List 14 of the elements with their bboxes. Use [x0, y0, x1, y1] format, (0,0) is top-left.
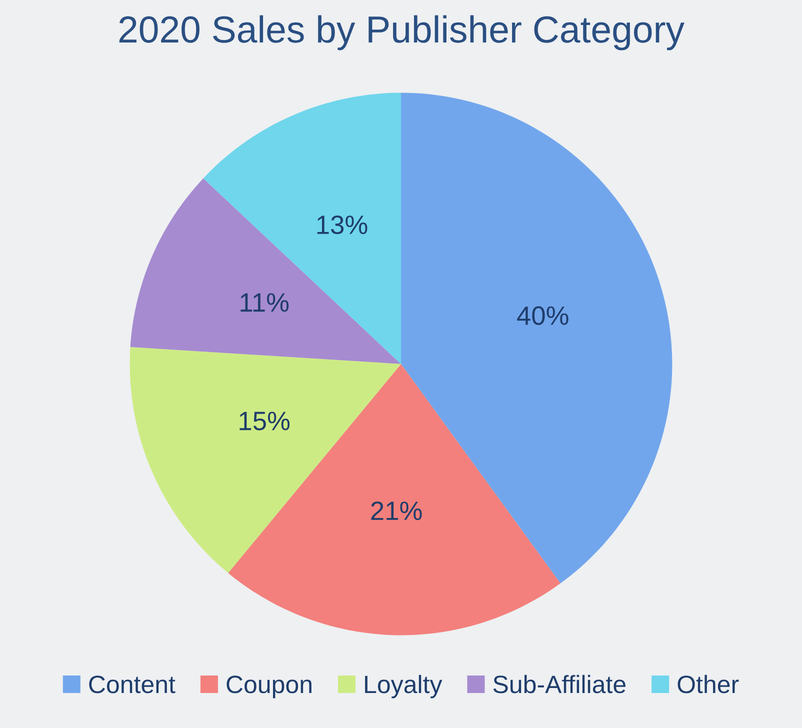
legend-label: Content [89, 676, 176, 694]
pie-slice [228, 364, 560, 636]
pie-slice [203, 92, 401, 364]
legend-label: Loyalty [365, 674, 442, 698]
data-label: 13% [317, 215, 368, 234]
data-label: 15% [240, 412, 290, 430]
chart-title: 2020 Sales by Publisher Category [119, 15, 684, 50]
legend-label: Coupon [226, 676, 312, 698]
data-label: 21% [371, 501, 422, 520]
data-label: 40% [517, 306, 568, 325]
legend-label: Other [678, 674, 739, 694]
data-label: 11% [240, 293, 289, 312]
legend-label: Sub-Affiliate [493, 674, 626, 694]
pie-slice [130, 178, 401, 364]
